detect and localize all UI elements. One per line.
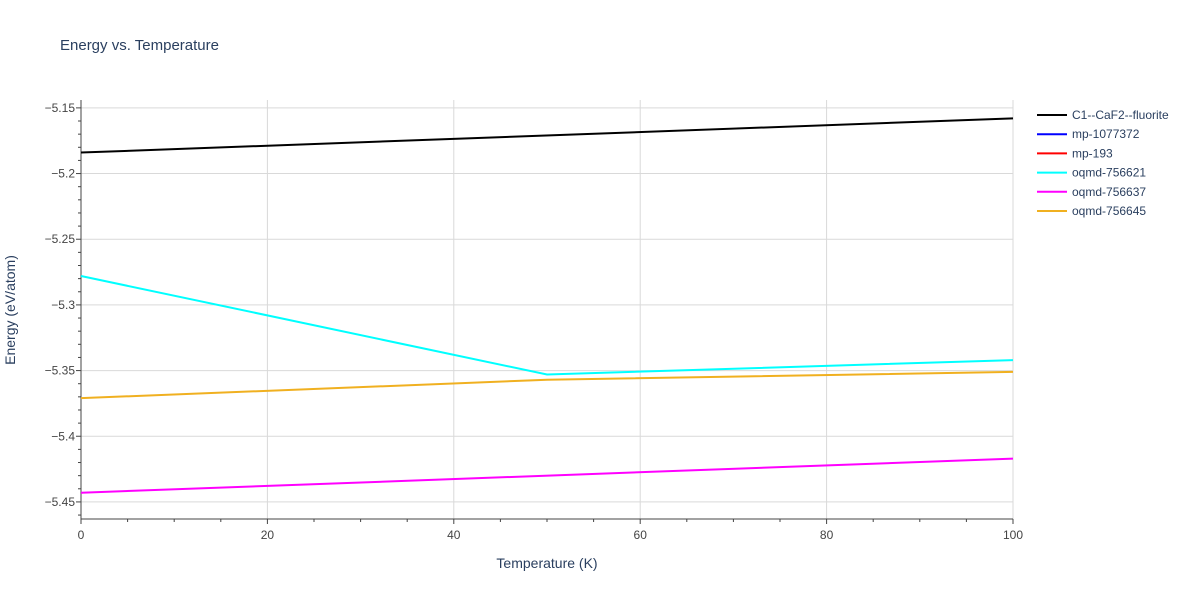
legend-item[interactable]: oqmd-756621 [1037, 166, 1146, 180]
legend-label: C1--CaF2--fluorite [1072, 108, 1169, 122]
y-tick-label: −5.45 [45, 495, 76, 509]
x-tick-label: 20 [261, 528, 275, 542]
axes: 0 20 40 60 80 100 −5.15 −5.2 −5.25 −5.3 −5.35 −5.4 −… [45, 100, 1023, 542]
legend-item[interactable]: oqmd-756645 [1037, 204, 1146, 218]
legend-label: oqmd-756621 [1072, 166, 1146, 180]
series-line-C1--CaF2--fluorite [80, 117, 1014, 154]
y-axis-title: Energy (eV/atom) [2, 255, 18, 365]
legend-item[interactable]: mp-193 [1037, 146, 1113, 160]
x-axis-title: Temperature (K) [496, 555, 597, 571]
legend-item[interactable]: oqmd-756637 [1037, 185, 1146, 199]
y-tick-label: −5.4 [51, 429, 75, 443]
grid [81, 100, 1014, 519]
y-tick-label: −5.25 [45, 232, 76, 246]
series-line-oqmd-756621 [80, 275, 1014, 376]
series-line-oqmd-756645 [80, 370, 1014, 400]
legend-label: oqmd-756637 [1072, 185, 1146, 199]
legend-item[interactable]: C1--CaF2--fluorite [1037, 108, 1169, 122]
legend-label: mp-1077372 [1072, 127, 1140, 141]
x-tick-label: 0 [78, 528, 85, 542]
series-line-oqmd-756637 [80, 457, 1014, 494]
y-tick-label: −5.2 [51, 167, 75, 181]
legend[interactable]: C1--CaF2--fluorite mp-1077372 mp-193 oqmd-7… [1037, 108, 1169, 218]
y-tick-label: −5.3 [51, 298, 75, 312]
x-tick-label: 100 [1003, 528, 1023, 542]
y-tick-label: −5.15 [45, 101, 76, 115]
legend-label: oqmd-756645 [1072, 204, 1146, 218]
plot-area [80, 117, 1014, 494]
x-tick-label: 80 [820, 528, 834, 542]
y-tick-label: −5.35 [45, 364, 76, 378]
x-tick-label: 60 [634, 528, 648, 542]
legend-label: mp-193 [1072, 146, 1113, 160]
x-tick-label: 40 [447, 528, 461, 542]
chart-title: Energy vs. Temperature [60, 37, 219, 54]
legend-item[interactable]: mp-1077372 [1037, 127, 1140, 141]
